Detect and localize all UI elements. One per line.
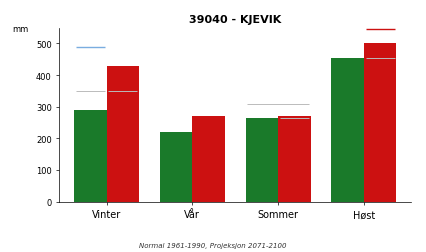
Y-axis label: mm: mm bbox=[13, 25, 29, 34]
Bar bbox=[106, 66, 139, 202]
Bar bbox=[331, 58, 364, 202]
Bar bbox=[74, 110, 106, 202]
Bar bbox=[160, 133, 193, 202]
Text: Normal 1961-1990, Projeksjon 2071-2100: Normal 1961-1990, Projeksjon 2071-2100 bbox=[139, 242, 287, 248]
Bar bbox=[278, 117, 311, 202]
Bar bbox=[364, 44, 397, 202]
Bar bbox=[193, 117, 225, 202]
Title: 39040 - KJEVIK: 39040 - KJEVIK bbox=[189, 15, 281, 25]
Bar bbox=[245, 118, 278, 202]
